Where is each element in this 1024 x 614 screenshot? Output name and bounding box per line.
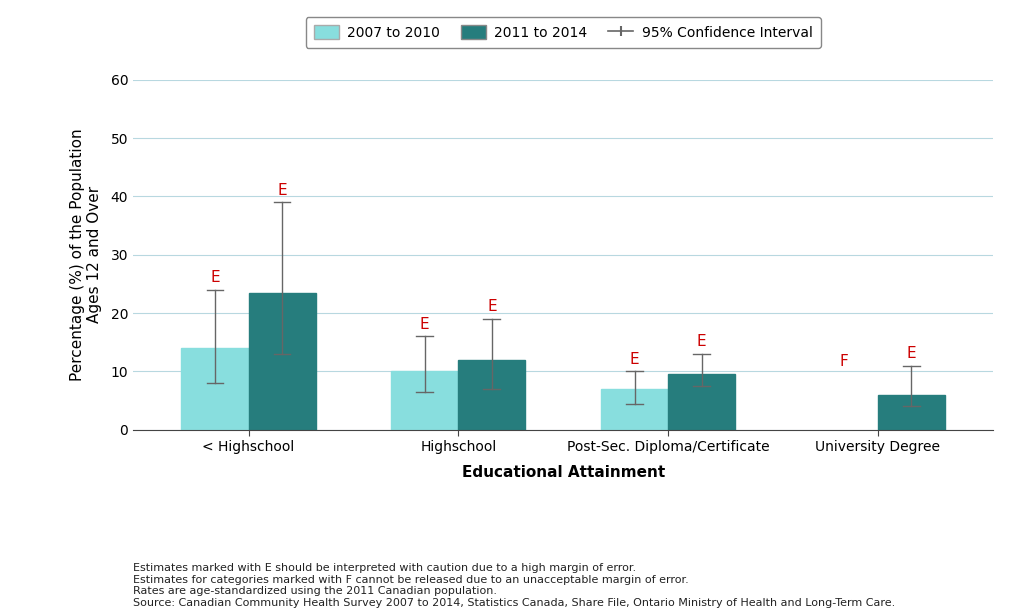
Bar bbox=[668, 375, 735, 430]
Text: E: E bbox=[278, 182, 287, 198]
Text: E: E bbox=[630, 352, 639, 367]
Bar bbox=[601, 389, 668, 430]
Text: E: E bbox=[210, 270, 220, 285]
Bar bbox=[459, 360, 525, 430]
Text: E: E bbox=[697, 334, 707, 349]
Bar bbox=[181, 348, 249, 430]
Bar bbox=[391, 371, 459, 430]
Bar bbox=[878, 395, 945, 430]
X-axis label: Educational Attainment: Educational Attainment bbox=[462, 465, 665, 480]
Text: Estimates marked with E should be interpreted with caution due to a high margin : Estimates marked with E should be interp… bbox=[133, 563, 895, 608]
Bar bbox=[249, 293, 315, 430]
Y-axis label: Percentage (%) of the Population
Ages 12 and Over: Percentage (%) of the Population Ages 12… bbox=[70, 128, 102, 381]
Text: E: E bbox=[906, 346, 916, 361]
Legend: 2007 to 2010, 2011 to 2014, 95% Confidence Interval: 2007 to 2010, 2011 to 2014, 95% Confiden… bbox=[305, 17, 821, 49]
Text: E: E bbox=[487, 299, 497, 314]
Text: F: F bbox=[840, 354, 849, 368]
Text: E: E bbox=[420, 317, 429, 332]
